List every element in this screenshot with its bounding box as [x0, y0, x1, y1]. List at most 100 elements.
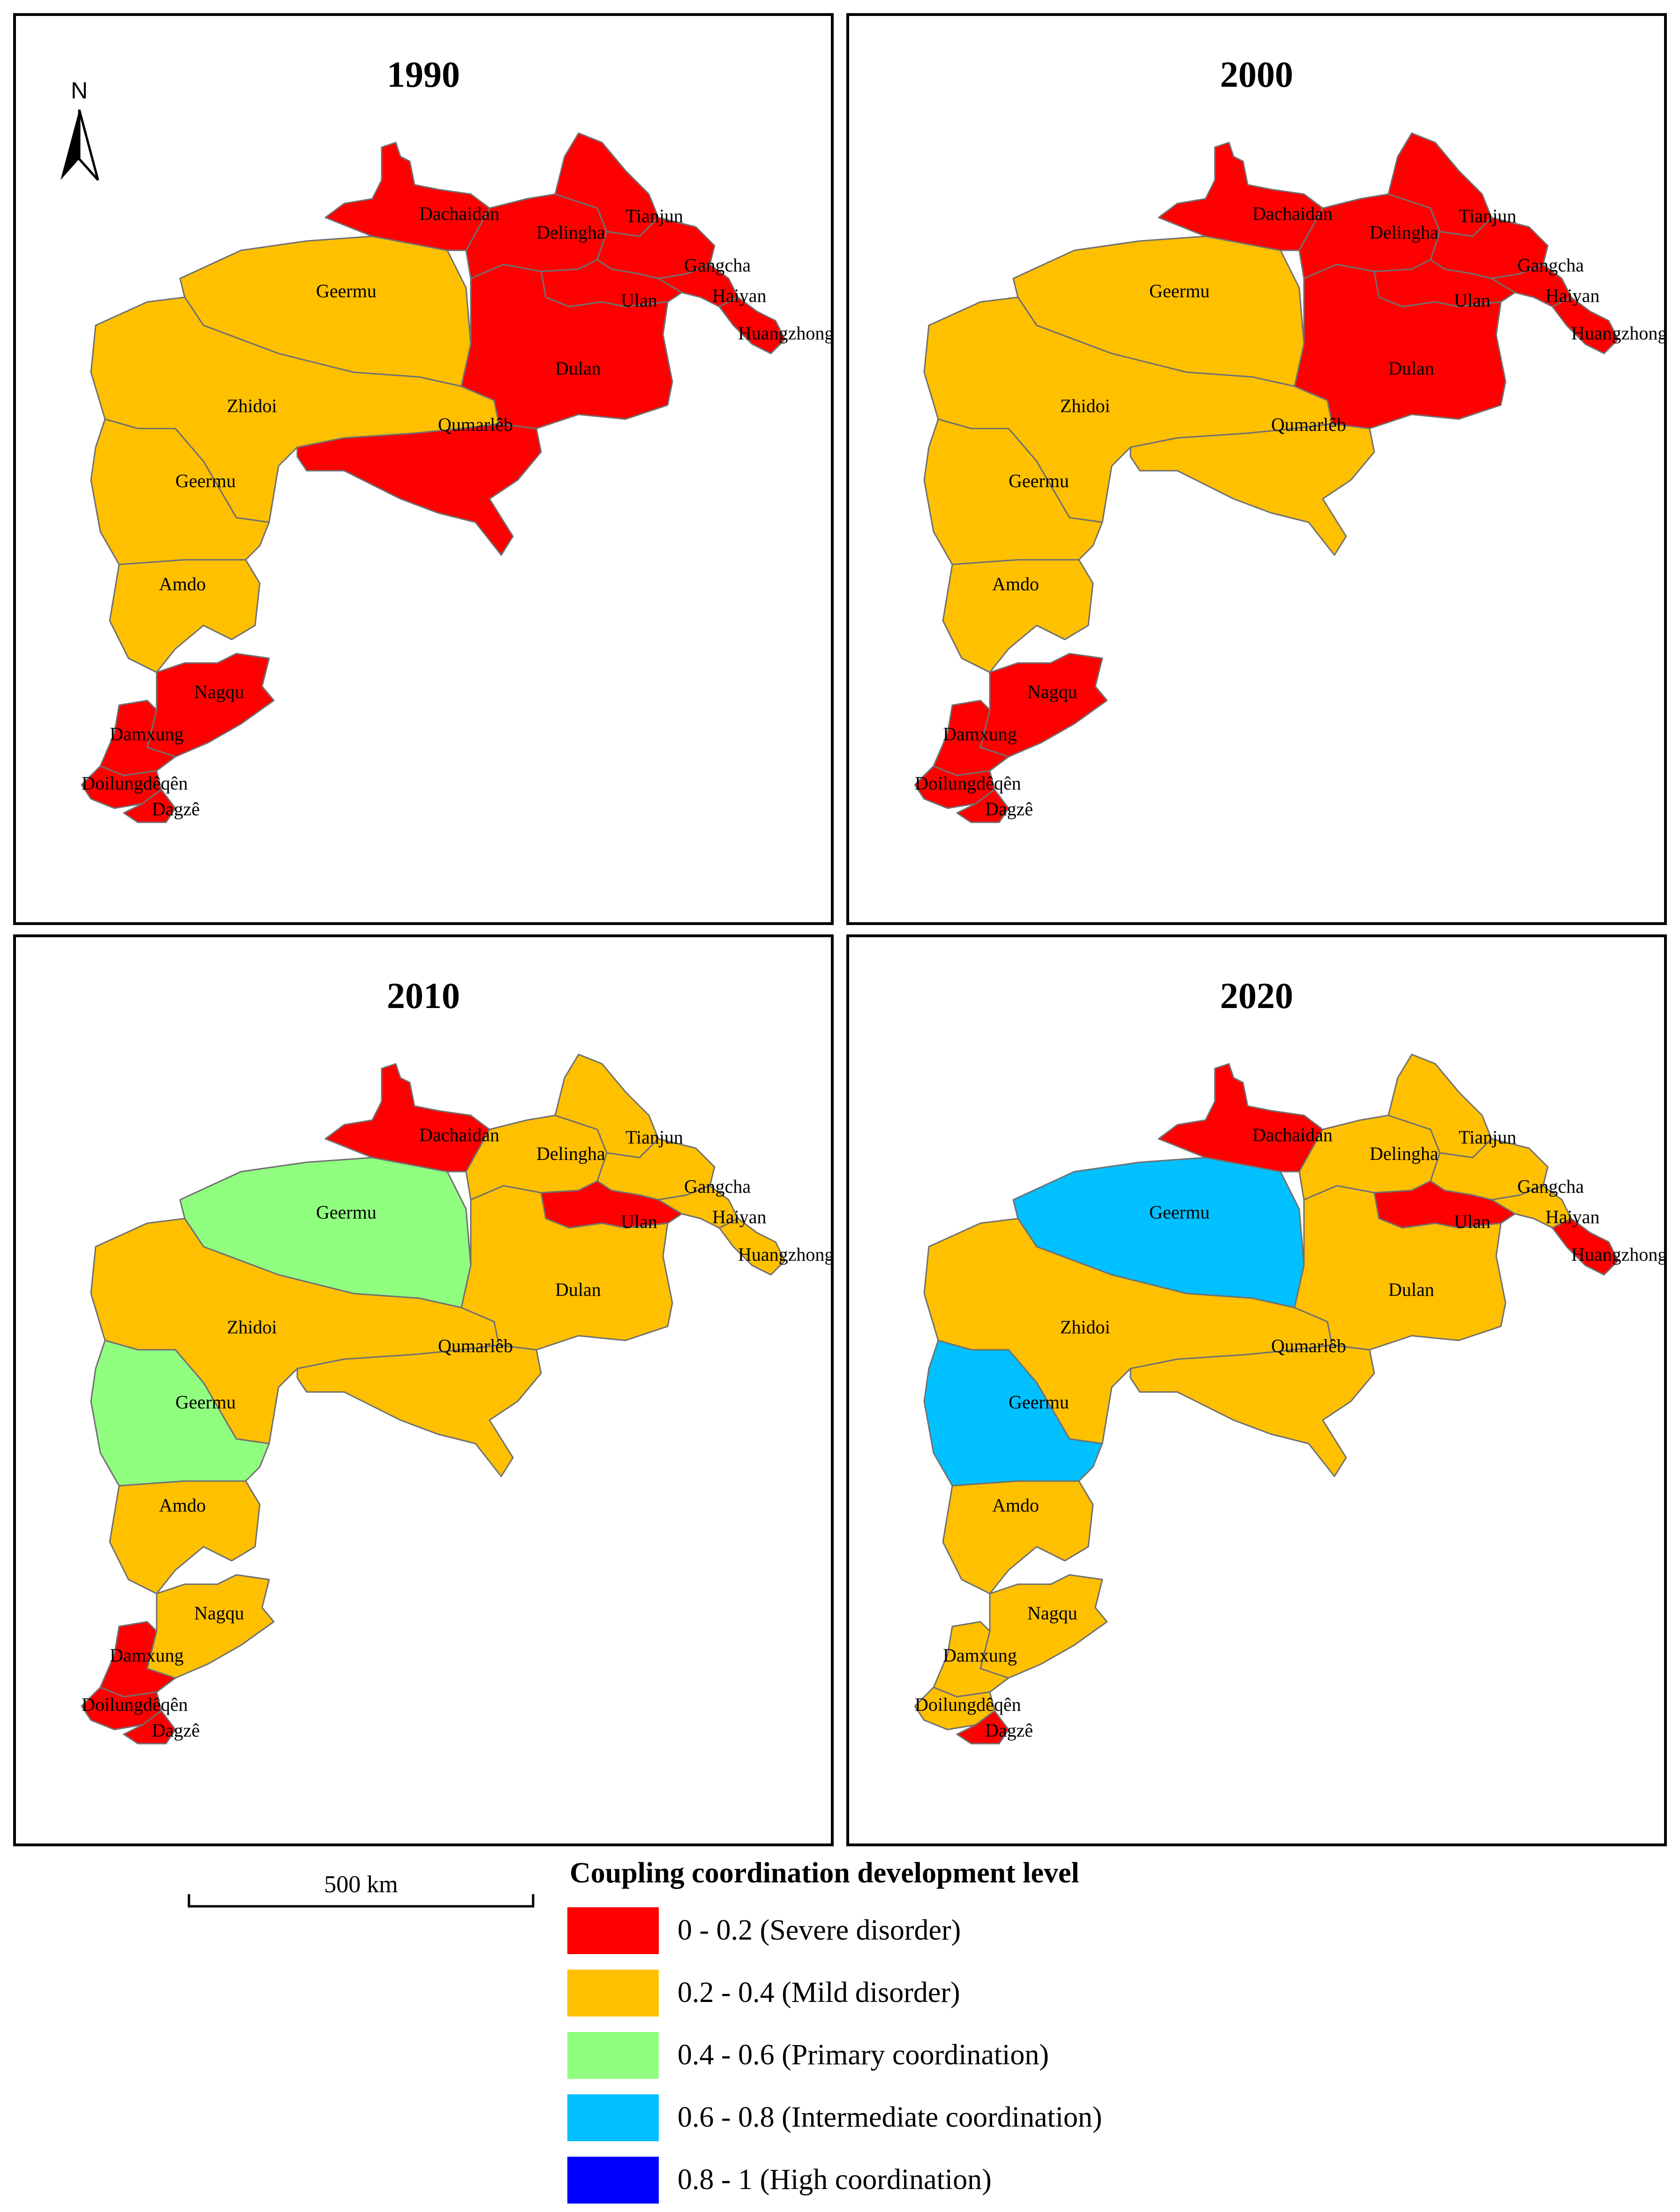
legend-swatch [567, 2094, 659, 2141]
region-label-geermu_n: Geermu [1149, 1202, 1210, 1223]
region-label-haiyan: Haiyan [712, 285, 767, 306]
region-label-geermu_s: Geermu [1009, 1392, 1069, 1413]
map-panel-2010: 2010 Dachaidan Delingha Tianjun Gangcha Haiya… [13, 934, 834, 1846]
region-label-haiyan: Haiyan [1545, 1206, 1600, 1227]
region-label-tianjun: Tianjun [1459, 205, 1516, 226]
region-label-dagze: Dagzê [985, 798, 1033, 820]
region-tianjun [554, 132, 659, 237]
region-label-nagqu: Nagqu [194, 681, 244, 702]
region-label-geermu_s: Geermu [175, 1392, 236, 1413]
region-huangzhong [718, 296, 786, 354]
region-label-qumarleb: Qumarlêb [1271, 1335, 1346, 1356]
region-label-zhidoi: Zhidoi [1060, 1317, 1110, 1338]
region-dulan [460, 1185, 673, 1351]
region-label-dachaidan: Dachaidan [1252, 203, 1333, 224]
region-map: Dachaidan Delingha Tianjun Gangcha Haiyan Hua… [914, 132, 1664, 823]
region-amdo [942, 559, 1094, 673]
region-label-nagqu: Nagqu [1027, 1603, 1077, 1624]
region-tianjun [1387, 132, 1492, 237]
region-label-ulan: Ulan [1454, 290, 1491, 311]
region-dagze [123, 789, 176, 823]
region-label-tianjun: Tianjun [625, 205, 683, 226]
panel-year-title: 2000 [1220, 54, 1293, 95]
region-dagze [123, 1710, 176, 1745]
region-huangzhong [1552, 296, 1619, 354]
region-label-dagze: Dagzê [152, 798, 200, 820]
region-label-amdo: Amdo [992, 1495, 1039, 1516]
region-damxung [99, 700, 176, 776]
region-map: Dachaidan Delingha Tianjun Gangcha Haiyan Hua… [914, 1053, 1664, 1745]
map-panel-1990: 1990 Dachaidan Delingha Tianjun Gangcha Haiya… [13, 13, 834, 925]
region-label-gangcha: Gangcha [684, 255, 751, 276]
legend-title: Coupling coordination development level [570, 1857, 1079, 1889]
legend-swatch [567, 2032, 659, 2079]
legend-label: 0.2 - 0.4 (Mild disorder) [678, 1977, 960, 2009]
region-label-delingha: Delingha [1370, 1143, 1439, 1164]
region-label-nagqu: Nagqu [1027, 681, 1077, 702]
region-label-tianjun: Tianjun [1459, 1127, 1516, 1148]
region-map: Dachaidan Delingha Tianjun Gangcha Haiyan Hua… [81, 132, 831, 823]
legend-label: 0.4 - 0.6 (Primary coordination) [678, 2039, 1049, 2071]
map-panel-2020: 2020 Dachaidan Delingha Tianjun Gangcha Haiya… [846, 934, 1667, 1846]
region-label-dulan: Dulan [1388, 358, 1434, 379]
region-geermu_s [90, 418, 270, 565]
region-map: Dachaidan Delingha Tianjun Gangcha Haiyan Hua… [81, 1053, 831, 1745]
region-label-amdo: Amdo [992, 573, 1039, 594]
region-dachaidan [324, 142, 490, 251]
region-qumarleb [1130, 423, 1375, 556]
region-qumarleb [296, 423, 542, 556]
region-label-huangzhong: Huangzhong [1571, 323, 1664, 344]
region-label-qumarleb: Qumarlêb [438, 1335, 513, 1356]
region-label-geermu_n: Geermu [1149, 280, 1210, 301]
legend-label: 0.6 - 0.8 (Intermediate coordination) [678, 2101, 1102, 2133]
region-label-geermu_s: Geermu [1009, 470, 1069, 491]
panel-year-title: 2010 [387, 975, 460, 1016]
scale-bar: 500 km [188, 1871, 535, 1908]
region-label-geermu_s: Geermu [175, 470, 236, 491]
region-label-delingha: Delingha [536, 222, 605, 243]
region-label-dagze: Dagzê [985, 1720, 1033, 1741]
region-label-dulan: Dulan [555, 358, 601, 379]
panel-year-title: 1990 [387, 54, 460, 95]
region-label-zhidoi: Zhidoi [1060, 395, 1110, 416]
legend-label: 0.8 - 1 (High coordination) [678, 2164, 992, 2196]
region-label-gangcha: Gangcha [684, 1176, 751, 1197]
region-qumarleb [1130, 1344, 1375, 1477]
region-label-dagze: Dagzê [152, 1720, 200, 1741]
region-label-delingha: Delingha [1370, 222, 1439, 243]
region-label-dulan: Dulan [1388, 1279, 1434, 1300]
region-dulan [1294, 263, 1507, 429]
north-arrow-icon [60, 109, 99, 181]
region-label-damxung: Damxung [943, 723, 1017, 745]
region-label-delingha: Delingha [536, 1143, 605, 1164]
region-label-damxung: Damxung [110, 723, 184, 745]
region-label-doilungdeqen: Doilungdêqên [82, 773, 188, 794]
region-huangzhong [1552, 1218, 1619, 1276]
region-geermu_s [923, 418, 1103, 565]
region-label-huangzhong: Huangzhong [738, 323, 831, 344]
region-label-geermu_n: Geermu [316, 280, 377, 301]
region-amdo [109, 559, 261, 673]
region-tianjun [1387, 1053, 1492, 1159]
region-label-tianjun: Tianjun [625, 1127, 683, 1148]
region-geermu_s [90, 1339, 270, 1487]
region-label-qumarleb: Qumarlêb [438, 414, 513, 435]
region-label-huangzhong: Huangzhong [1571, 1244, 1664, 1265]
region-geermu_s [923, 1339, 1103, 1487]
panel-year-title: 2020 [1220, 975, 1293, 1016]
region-label-ulan: Ulan [621, 290, 657, 311]
region-label-damxung: Damxung [943, 1645, 1017, 1666]
region-label-amdo: Amdo [159, 1495, 206, 1516]
region-label-amdo: Amdo [159, 573, 206, 594]
region-amdo [109, 1480, 261, 1595]
scale-bar-label: 500 km [324, 1871, 398, 1898]
region-label-gangcha: Gangcha [1517, 1176, 1584, 1197]
region-label-qumarleb: Qumarlêb [1271, 414, 1346, 435]
region-amdo [942, 1480, 1094, 1595]
region-label-doilungdeqen: Doilungdêqên [915, 773, 1021, 794]
region-label-dachaidan: Dachaidan [1252, 1124, 1333, 1145]
region-damxung [99, 1621, 176, 1698]
region-label-doilungdeqen: Doilungdêqên [915, 1694, 1021, 1715]
region-label-huangzhong: Huangzhong [738, 1244, 831, 1265]
region-label-damxung: Damxung [110, 1645, 184, 1666]
